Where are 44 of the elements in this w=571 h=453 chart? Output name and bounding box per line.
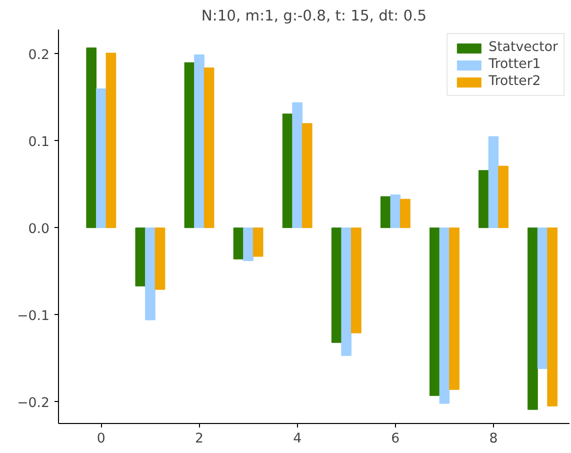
bar [439, 228, 450, 404]
bar [528, 228, 538, 410]
bar [429, 228, 440, 396]
bar [537, 228, 548, 369]
x-tick-label: 2 [195, 432, 204, 446]
y-tick-label: −0.1 [17, 308, 50, 324]
bar [106, 52, 116, 228]
bar [547, 228, 558, 406]
y-tick-label: −0.2 [17, 396, 50, 411]
bar [204, 68, 214, 228]
bar [400, 198, 410, 228]
x-tick-label: 6 [391, 432, 400, 446]
bar [331, 228, 342, 343]
bar [488, 136, 499, 228]
x-tick-label: 4 [293, 432, 302, 446]
chart-title: N:10, m:1, g:-0.8, t: 15, dt: 0.5 [201, 8, 427, 24]
bar [252, 228, 264, 257]
bar [194, 54, 204, 228]
bar [135, 228, 146, 286]
legend-label: Trotter1 [488, 57, 541, 72]
x-tick-label: 8 [489, 432, 498, 446]
bar [145, 228, 156, 320]
x-tick-label: 0 [96, 432, 106, 446]
legend-label: Statvector [488, 40, 558, 55]
bar [233, 228, 244, 260]
bar [341, 228, 352, 356]
bar [86, 48, 97, 228]
bar [478, 170, 489, 228]
legend-label: Trotter2 [488, 74, 541, 89]
bar [449, 228, 460, 390]
y-tick-label: 0.0 [28, 222, 50, 237]
y-tick-label: 0.2 [28, 48, 50, 63]
bar [498, 166, 508, 228]
bar [351, 228, 362, 334]
bar [292, 102, 302, 228]
bar [184, 62, 195, 228]
bar [390, 194, 401, 228]
bar [154, 228, 166, 290]
bar [243, 228, 254, 262]
bar [380, 196, 391, 228]
bar [96, 88, 106, 228]
y-tick-label: 0.1 [28, 134, 50, 150]
bar [302, 123, 312, 228]
bar [282, 114, 293, 228]
